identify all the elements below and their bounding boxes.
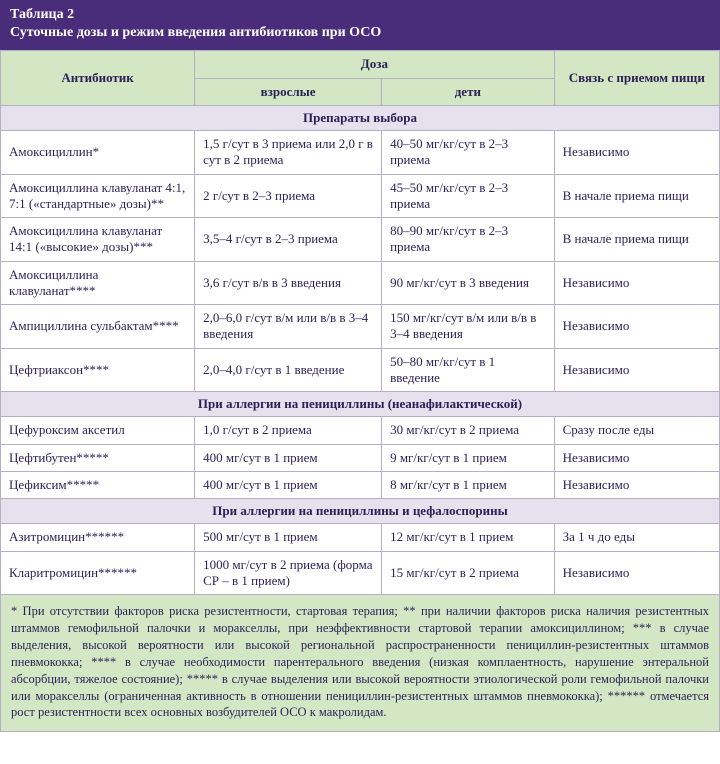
table-row: Амоксициллина клавуланат 14:1 («высокие»… — [1, 218, 720, 262]
cell-children: 45–50 мг/кг/сут в 2–3 приема — [382, 174, 555, 218]
cell-adults: 2,0–4,0 г/сут в 1 введение — [195, 348, 382, 392]
col-dose-group: Доза — [195, 51, 554, 78]
cell-name: Амоксициллина клавуланат 4:1, 7:1 («стан… — [1, 174, 195, 218]
section-title: При аллергии на пенициллины и цефалоспор… — [1, 499, 720, 524]
table-number: Таблица 2 — [10, 6, 710, 24]
section-header: Препараты выбора — [1, 105, 720, 130]
cell-food: В начале приема пищи — [554, 174, 719, 218]
cell-children: 150 мг/кг/сут в/м или в/в в 3–4 введения — [382, 305, 555, 349]
cell-adults: 3,5–4 г/сут в 2–3 приема — [195, 218, 382, 262]
table-row: Амоксициллина клавуланат****3,6 г/сут в/… — [1, 261, 720, 305]
section-title: При аллергии на пенициллины (неанафилакт… — [1, 392, 720, 417]
cell-adults: 1000 мг/сут в 2 приема (форма СР – в 1 п… — [195, 551, 382, 595]
cell-food: В начале приема пищи — [554, 218, 719, 262]
table-row: Амоксициллина клавуланат 4:1, 7:1 («стан… — [1, 174, 720, 218]
table-row: Азитромицин******500 мг/сут в 1 прием12 … — [1, 524, 720, 551]
cell-name: Амоксициллина клавуланат**** — [1, 261, 195, 305]
dosage-table: Таблица 2 Суточные дозы и режим введения… — [0, 0, 720, 732]
cell-children: 50–80 мг/кг/сут в 1 введение — [382, 348, 555, 392]
table-row: Цефуроксим аксетил1,0 г/сут в 2 приема30… — [1, 417, 720, 444]
cell-adults: 3,6 г/сут в/в в 3 введения — [195, 261, 382, 305]
cell-name: Амоксициллина клавуланат 14:1 («высокие»… — [1, 218, 195, 262]
cell-children: 40–50 мг/кг/сут в 2–3 приема — [382, 131, 555, 175]
section-header: При аллергии на пенициллины и цефалоспор… — [1, 499, 720, 524]
table-row: Цефтибутен*****400 мг/сут в 1 прием9 мг/… — [1, 444, 720, 471]
cell-name: Цефтибутен***** — [1, 444, 195, 471]
cell-name: Кларитромицин****** — [1, 551, 195, 595]
cell-food: Независимо — [554, 471, 719, 498]
cell-adults: 1,0 г/сут в 2 приема — [195, 417, 382, 444]
cell-adults: 400 мг/сут в 1 прием — [195, 471, 382, 498]
section-title: Препараты выбора — [1, 105, 720, 130]
cell-name: Ампициллина сульбактам**** — [1, 305, 195, 349]
cell-name: Цефтриаксон**** — [1, 348, 195, 392]
cell-adults: 500 мг/сут в 1 прием — [195, 524, 382, 551]
table-row: Цефтриаксон****2,0–4,0 г/сут в 1 введени… — [1, 348, 720, 392]
table-row: Кларитромицин******1000 мг/сут в 2 прием… — [1, 551, 720, 595]
col-children: дети — [382, 78, 555, 105]
table-body: Препараты выбораАмоксициллин*1,5 г/сут в… — [1, 105, 720, 594]
cell-children: 8 мг/кг/сут в 1 прием — [382, 471, 555, 498]
cell-food: Независимо — [554, 261, 719, 305]
cell-children: 9 мг/кг/сут в 1 прием — [382, 444, 555, 471]
cell-name: Амоксициллин* — [1, 131, 195, 175]
cell-children: 30 мг/кг/сут в 2 приема — [382, 417, 555, 444]
col-food: Связь с приемом пищи — [554, 51, 719, 106]
cell-children: 90 мг/кг/сут в 3 введения — [382, 261, 555, 305]
footnotes: * При отсутствии факторов риска резистен… — [0, 595, 720, 732]
cell-name: Цефиксим***** — [1, 471, 195, 498]
table-row: Амоксициллин*1,5 г/сут в 3 приема или 2,… — [1, 131, 720, 175]
col-adults: взрослые — [195, 78, 382, 105]
cell-food: За 1 ч до еды — [554, 524, 719, 551]
cell-food: Независимо — [554, 131, 719, 175]
table-title-bar: Таблица 2 Суточные дозы и режим введения… — [0, 0, 720, 50]
cell-children: 80–90 мг/кг/сут в 2–3 приема — [382, 218, 555, 262]
cell-children: 15 мг/кг/сут в 2 приема — [382, 551, 555, 595]
table-title: Суточные дозы и режим введения антибиоти… — [10, 24, 710, 42]
cell-adults: 2,0–6,0 г/сут в/м или в/в в 3–4 введения — [195, 305, 382, 349]
section-header: При аллергии на пенициллины (неанафилакт… — [1, 392, 720, 417]
table-row: Цефиксим*****400 мг/сут в 1 прием8 мг/кг… — [1, 471, 720, 498]
cell-adults: 400 мг/сут в 1 прием — [195, 444, 382, 471]
cell-food: Независимо — [554, 551, 719, 595]
cell-food: Независимо — [554, 348, 719, 392]
cell-adults: 1,5 г/сут в 3 приема или 2,0 г в сут в 2… — [195, 131, 382, 175]
table-row: Ампициллина сульбактам****2,0–6,0 г/сут … — [1, 305, 720, 349]
cell-name: Азитромицин****** — [1, 524, 195, 551]
cell-children: 12 мг/кг/сут в 1 прием — [382, 524, 555, 551]
col-antibiotic: Антибиотик — [1, 51, 195, 106]
cell-food: Сразу после еды — [554, 417, 719, 444]
cell-food: Независимо — [554, 444, 719, 471]
cell-food: Независимо — [554, 305, 719, 349]
antibiotics-table: Антибиотик Доза Связь с приемом пищи взр… — [0, 50, 720, 595]
table-head: Антибиотик Доза Связь с приемом пищи взр… — [1, 51, 720, 106]
cell-name: Цефуроксим аксетил — [1, 417, 195, 444]
cell-adults: 2 г/сут в 2–3 приема — [195, 174, 382, 218]
